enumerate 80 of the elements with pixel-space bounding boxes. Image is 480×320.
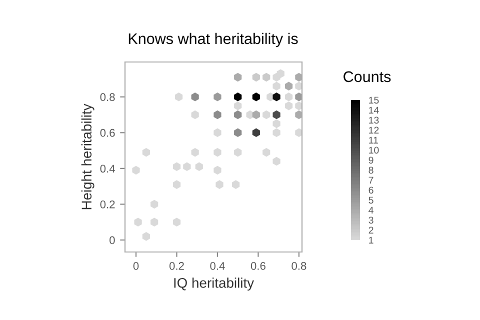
chart-title: Knows what heritability is <box>128 32 298 48</box>
color-bar-label: 15 <box>369 96 379 104</box>
point <box>262 72 270 82</box>
color-bar-label: 1 <box>369 236 374 244</box>
point <box>276 69 284 78</box>
color-bar-label: 8 <box>368 166 374 174</box>
point <box>172 162 181 172</box>
x-tick-label: 0.8 <box>292 262 306 270</box>
point <box>272 110 280 120</box>
point <box>272 119 280 128</box>
point <box>234 148 242 157</box>
point <box>234 92 242 102</box>
point <box>284 82 293 91</box>
point <box>284 92 293 102</box>
point <box>272 128 280 138</box>
point <box>214 166 222 175</box>
color-bar-label: 9 <box>368 156 374 164</box>
x-tick-label: 0.6 <box>250 262 266 270</box>
point <box>284 101 293 110</box>
point <box>295 82 302 91</box>
color-bar-label: 4 <box>368 206 374 214</box>
point <box>142 148 150 157</box>
point <box>191 148 199 157</box>
point <box>262 110 270 120</box>
color-bar-label: 13 <box>369 116 379 124</box>
color-bar-label: 5 <box>368 196 374 204</box>
color-bar-label: 7 <box>368 176 374 184</box>
point <box>295 92 302 102</box>
y-tick-label: 0.2 <box>100 200 115 208</box>
x-tick-label: 0.4 <box>210 262 225 270</box>
point <box>234 128 242 138</box>
point <box>214 128 222 138</box>
y-axis-title: Height heritability <box>81 104 94 210</box>
y-tick-label: 0.8 <box>100 93 115 102</box>
point <box>132 166 140 175</box>
color-bar-label: 3 <box>368 216 374 224</box>
point <box>183 162 191 172</box>
point <box>174 92 183 102</box>
point <box>272 82 280 91</box>
y-tick-label: 0 <box>110 236 115 244</box>
y-tick-label: 0.6 <box>100 128 115 137</box>
point <box>252 110 260 120</box>
color-bar-label: 14 <box>369 106 379 114</box>
color-bar-label: 12 <box>369 126 379 134</box>
point <box>214 148 222 157</box>
point <box>252 128 260 138</box>
point <box>262 148 270 157</box>
point <box>191 110 199 120</box>
point <box>295 128 302 138</box>
point <box>142 232 150 241</box>
point <box>195 162 203 172</box>
point <box>172 180 181 189</box>
color-bar-label: 2 <box>368 226 374 234</box>
point <box>234 72 242 82</box>
point <box>272 92 280 102</box>
point <box>216 180 224 189</box>
x-tick-label: 0 <box>133 262 139 270</box>
point <box>234 110 242 120</box>
point <box>252 72 260 82</box>
y-tick-label: 0.4 <box>100 164 115 173</box>
point <box>295 110 302 120</box>
point <box>234 101 242 110</box>
x-axis-title: IQ heritability <box>174 278 254 291</box>
color-bar-label: 6 <box>368 186 374 194</box>
point <box>214 92 222 102</box>
point <box>172 218 181 227</box>
point <box>295 101 302 110</box>
color-bar-title: Counts <box>344 71 391 82</box>
point <box>191 92 199 102</box>
point <box>295 72 302 82</box>
color-bar-label: 10 <box>369 146 379 154</box>
color-bar-label: 11 <box>369 136 378 144</box>
point <box>272 156 280 166</box>
point <box>252 92 260 102</box>
point <box>150 200 158 209</box>
point <box>150 218 158 227</box>
point <box>214 110 222 120</box>
x-tick-label: 0.2 <box>169 262 184 270</box>
point <box>134 218 142 227</box>
point <box>232 180 240 189</box>
